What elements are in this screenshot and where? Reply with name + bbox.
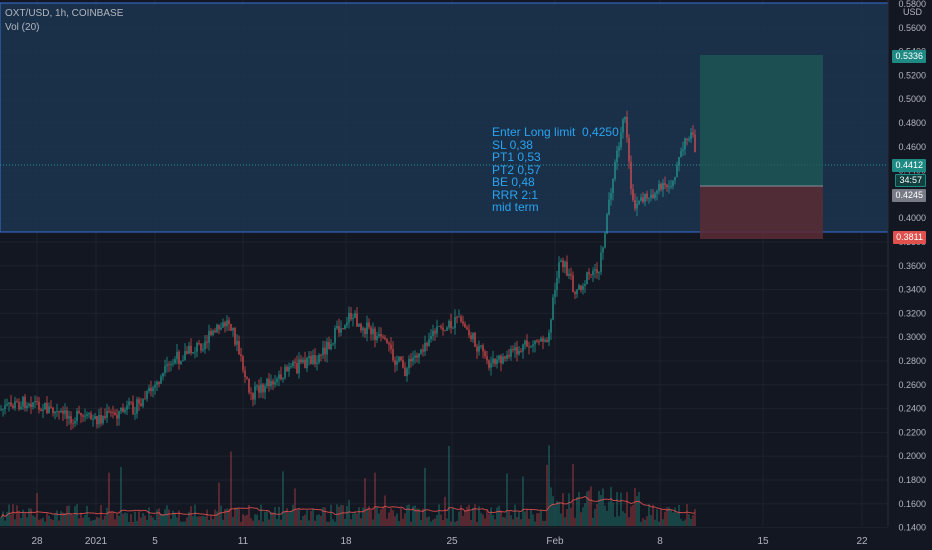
price-tick-label: 0.4000 [898,213,926,223]
price-tick-label: 0.2600 [898,380,926,390]
volume-indicator-label[interactable]: Vol (20) [5,22,40,33]
volume-ma-line [0,495,696,518]
price-tick-label: 0.5600 [898,23,926,33]
price-tick-label: 0.2200 [898,427,926,437]
time-tick-label: 8 [657,536,663,547]
trade-plan-line: SL 0,38 [492,137,533,152]
time-tick-label: 25 [446,536,458,547]
price-tick-label: 0.3200 [898,308,926,318]
price-tick-label: 0.1600 [898,499,926,509]
price-tick-label: 0.2000 [898,451,926,461]
price-axis[interactable]: 0.58000.56000.54000.52000.50000.48000.46… [898,0,926,533]
price-tick-label: 0.3400 [898,285,926,295]
time-tick-label: 28 [31,536,43,547]
price-tick-label: 0.3600 [898,261,926,271]
price-tick-label: 0.5000 [898,94,926,104]
time-tick-label: 18 [340,536,352,547]
trade-plan-line: BE 0,48 [492,175,535,189]
trade-plan-line: PT1 0,53 [492,150,541,164]
profit-zone[interactable] [700,55,823,186]
price-tick-label: 0.2400 [898,404,926,414]
stop-price-tag: 0.3811 [893,231,926,244]
price-tick-label: 0.1800 [898,475,926,485]
loss-zone[interactable] [700,186,823,239]
volume-bars [0,445,696,526]
price-tick-label: 0.2800 [898,356,926,366]
trade-plan-line: Enter Long limit 0,4250 [492,125,619,139]
entry-price-tag: 0.4245 [892,189,926,202]
time-tick-label: 22 [856,536,868,547]
trade-plan-note[interactable]: Enter Long limit 0,4250 SL 0,38 PT1 0,53 PT… [492,126,619,214]
current-price-tag: 0.4412 [892,159,926,172]
currency-label: USD [902,7,922,17]
price-tick-label: 0.5800 [898,0,926,9]
time-tick-label: 5 [152,536,158,547]
trade-plan-line: PT2 0,57 [492,162,541,177]
price-tick-label: 0.5200 [898,70,926,80]
time-tick-label: Feb [546,536,564,547]
time-tick-label: 15 [757,536,769,547]
price-tick-label: 0.4800 [898,118,926,128]
bar-countdown-tag: 34:57 [895,174,926,187]
time-tick-label: 11 [238,536,249,547]
trade-plan-line: mid term [492,200,539,214]
price-tick-label: 0.1400 [898,523,926,533]
price-tick-label: 0.3000 [898,332,926,342]
trade-plan-line: RRR 2:1 [492,187,539,202]
target-price-tag: 0.5336 [892,50,926,63]
time-axis[interactable]: 28 2021 5 11 18 25 Feb 8 15 22 [31,536,868,547]
symbol-title: OXT/USD, 1h, COINBASE [5,8,124,19]
candlesticks [0,110,696,431]
time-tick-label: 2021 [85,536,108,547]
price-tick-label: 0.4600 [898,142,926,152]
